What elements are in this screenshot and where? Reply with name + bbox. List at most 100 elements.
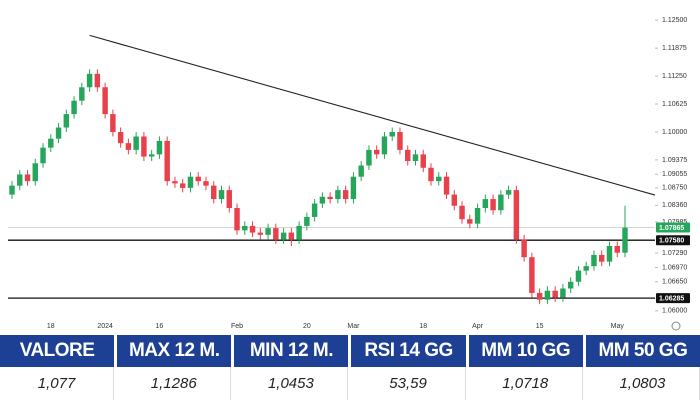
candle-body — [544, 290, 551, 300]
candle-body — [94, 73, 101, 88]
y-tick-label: 1.11875 — [662, 45, 687, 52]
y-tick-label: 1.07985 — [662, 219, 687, 226]
candle-body — [234, 208, 240, 231]
candle-body — [17, 174, 23, 186]
candle-body — [32, 163, 38, 182]
candle-body — [211, 185, 217, 200]
candle-body — [249, 225, 256, 233]
candle-body — [203, 181, 209, 186]
y-tick-label: 1.10000 — [662, 129, 687, 136]
candle-body — [187, 176, 194, 188]
trendline — [89, 34, 656, 196]
candle-body — [280, 232, 287, 240]
x-tick-label: 18 — [419, 323, 427, 330]
y-tick-label: 1.08360 — [662, 202, 687, 209]
candle-body — [490, 199, 496, 211]
candle-body — [141, 136, 147, 157]
candle-body — [117, 131, 124, 144]
y-tick-label: 1.07290 — [662, 250, 687, 257]
x-tick-label: Apr — [472, 323, 484, 330]
x-tick-label: 16 — [156, 323, 164, 330]
candle-body — [63, 114, 70, 128]
candle-body — [591, 254, 597, 267]
candle-body — [614, 246, 620, 253]
candle-body — [9, 185, 15, 195]
table-header: VALORE — [0, 335, 115, 367]
candle-body — [288, 232, 295, 240]
candle-body — [24, 174, 31, 182]
candle-body — [513, 190, 520, 240]
candle-body — [304, 216, 310, 226]
candle-body — [273, 228, 279, 240]
x-tick-label: Feb — [231, 323, 243, 330]
table-header: MM 50 GG — [585, 335, 700, 367]
level-label: 1.07580 — [659, 238, 684, 245]
table-cell: 1,0453 — [234, 367, 349, 400]
table-header: RSI 14 GG — [351, 335, 466, 367]
candle-body — [436, 176, 442, 182]
table-header: MAX 12 M. — [117, 335, 232, 367]
table-cell: 1,0718 — [468, 367, 583, 400]
candle-body — [482, 199, 489, 209]
x-tick-label: 20 — [303, 323, 311, 330]
candle-body — [467, 219, 473, 224]
y-tick-label: 1.06000 — [662, 308, 687, 315]
candle-body — [195, 176, 201, 182]
candle-body — [40, 147, 46, 164]
y-tick-label: 1.10625 — [662, 101, 687, 108]
y-tick-label: 1.06650 — [662, 279, 687, 286]
candle-body — [366, 149, 372, 166]
candle-body — [505, 190, 512, 195]
candle-body — [86, 73, 93, 88]
x-tick-label: May — [611, 323, 625, 330]
candle-body — [164, 140, 170, 182]
candle-body — [428, 167, 434, 182]
candle-body — [148, 154, 155, 157]
candle-body — [48, 138, 54, 148]
y-tick-label: 1.09375 — [662, 157, 687, 164]
candle-body — [412, 154, 419, 162]
candle-body — [536, 292, 543, 300]
candle-body — [133, 136, 139, 150]
candle-body — [296, 225, 302, 240]
level-tag — [656, 293, 690, 304]
candle-body — [55, 127, 62, 139]
candle-body — [567, 281, 574, 289]
table-cell: 1,1286 — [117, 367, 232, 400]
candle-body — [583, 266, 589, 271]
table-cell: 53,59 — [351, 367, 466, 400]
table-header: MM 10 GG — [468, 335, 583, 367]
candle-body — [560, 288, 566, 298]
x-tick-label: 15 — [536, 323, 544, 330]
y-tick-label: 1.06970 — [662, 264, 687, 271]
x-tick-label: Mar — [347, 323, 360, 330]
level-tag — [656, 235, 690, 246]
candle-body — [443, 176, 450, 195]
candle-body — [335, 190, 341, 200]
candle-body — [405, 149, 411, 162]
candle-body — [575, 270, 582, 282]
candle-body — [622, 227, 628, 253]
candle-body — [498, 194, 504, 211]
candle-body — [397, 131, 403, 150]
candle-body — [373, 149, 380, 155]
candle-body — [521, 239, 527, 258]
candle-body — [156, 140, 163, 155]
candle-body — [342, 190, 349, 200]
y-tick-label: 1.08750 — [662, 185, 687, 192]
candle-body — [327, 196, 333, 200]
candle-body — [242, 225, 248, 231]
chart: 1.12500 1.11875 1.11250 1.10625 1.10000 1.093… — [8, 17, 690, 331]
candle-body — [172, 181, 178, 184]
candle-body — [265, 228, 271, 235]
level-label: 1.07865 — [659, 225, 684, 232]
y-tick-label: 1.11250 — [662, 73, 687, 80]
candle-body — [257, 232, 264, 235]
candle-body — [381, 136, 388, 155]
candle-body — [529, 257, 535, 293]
candle-body — [179, 183, 186, 188]
candle-body — [389, 131, 395, 137]
table-cell: 1,0803 — [585, 367, 700, 400]
candle-body — [599, 254, 605, 262]
candle-body — [358, 165, 364, 177]
